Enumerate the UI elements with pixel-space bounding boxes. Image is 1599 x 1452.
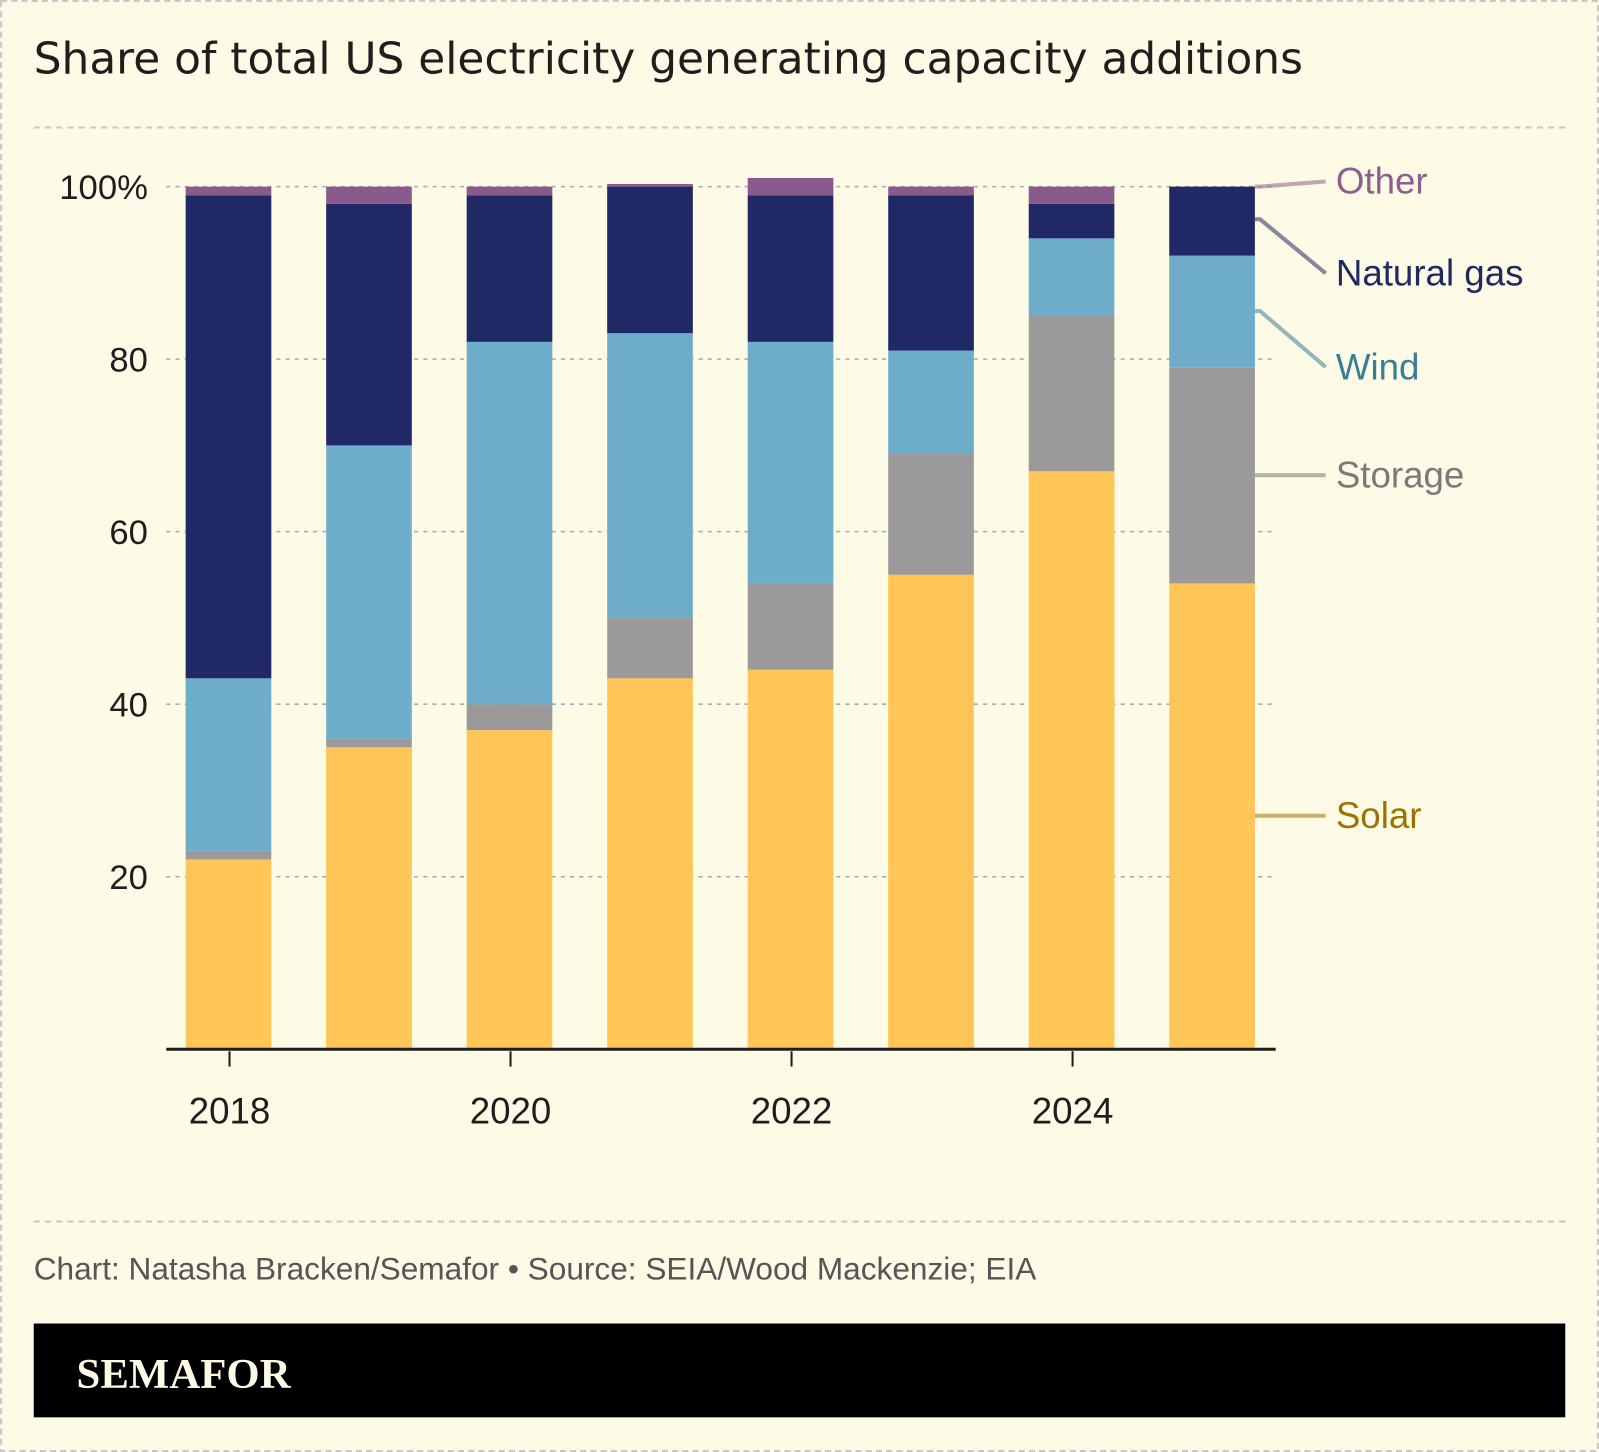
bar-wind-2022 (747, 341, 834, 584)
legend-label-solar: Solar (1336, 795, 1422, 836)
bar-natural-gas-2022 (747, 195, 834, 342)
bar-natural-gas-2018 (185, 195, 272, 679)
legend-connector (1254, 308, 1327, 369)
bar-solar-2022 (747, 669, 834, 1050)
credit-text: Chart: Natasha Bracken/Semafor • Source:… (34, 1251, 1038, 1287)
bar-wind-2024 (1028, 238, 1115, 316)
bar-natural-gas-2024 (1028, 203, 1115, 239)
x-tick-label: 2024 (1032, 1091, 1114, 1132)
bar-storage-2025 (1169, 367, 1255, 584)
bar-solar-2019 (326, 747, 412, 1050)
legend-label-storage: Storage (1336, 454, 1465, 495)
semafor-logo: SEMAFOR (77, 1351, 292, 1398)
bar-natural-gas-2023 (888, 195, 974, 351)
bar-wind-2025 (1169, 255, 1255, 368)
bar-other-2022 (747, 177, 834, 196)
brand-bar (33, 1323, 1566, 1418)
legend-label-natural-gas: Natural gas (1336, 253, 1524, 294)
bar-wind-2021 (607, 333, 693, 618)
y-tick-label: 40 (109, 686, 148, 724)
bar-storage-2018 (185, 850, 272, 860)
bar-other-2024 (1028, 186, 1115, 204)
bar-natural-gas-2025 (1169, 186, 1255, 256)
bar-storage-2023 (888, 454, 974, 575)
legend-label-other: Other (1336, 161, 1428, 202)
bar-wind-2020 (466, 341, 553, 705)
bar-storage-2020 (466, 704, 553, 731)
x-tick-label: 2020 (470, 1091, 552, 1132)
bar-natural-gas-2020 (466, 195, 553, 342)
x-axis: 2018 2020 2022 2024 (189, 1051, 1114, 1132)
y-tick-label: 60 (109, 514, 148, 552)
y-axis: 20 40 60 80 100% (59, 169, 148, 897)
y-tick-label: 20 (109, 859, 148, 897)
chart-title: Share of total US electricity generating… (34, 33, 1303, 84)
bar-other-2023 (888, 186, 974, 196)
bar-solar-2024 (1028, 471, 1115, 1050)
bar-other-2019 (326, 186, 412, 204)
bar-solar-2021 (607, 678, 693, 1050)
y-tick-label: 80 (109, 341, 148, 379)
bar-natural-gas-2021 (607, 186, 693, 334)
bar-natural-gas-2019 (326, 203, 412, 446)
bar-solar-2023 (888, 574, 974, 1050)
bar-solar-2025 (1169, 583, 1255, 1050)
x-tick-label: 2018 (189, 1091, 271, 1132)
y-tick-label: 100% (59, 169, 148, 207)
bar-storage-2021 (607, 617, 693, 679)
bar-solar-2020 (466, 730, 553, 1050)
bar-solar-2018 (185, 859, 272, 1050)
bar-other-2018 (185, 186, 272, 196)
bar-wind-2019 (326, 445, 412, 739)
bar-other-2021 (607, 184, 693, 187)
legend-connector (1254, 179, 1326, 189)
bars (185, 177, 1255, 1050)
bar-other-2020 (466, 186, 553, 196)
legend-connector (1254, 217, 1327, 275)
legend: Solar Storage Wind Natural gas Other (1254, 161, 1524, 836)
bar-wind-2018 (185, 678, 272, 851)
bar-storage-2024 (1028, 315, 1115, 472)
bar-storage-2022 (747, 583, 834, 670)
legend-label-wind: Wind (1336, 346, 1420, 387)
x-tick-label: 2022 (751, 1091, 833, 1132)
bar-wind-2023 (888, 350, 974, 455)
bar-storage-2019 (326, 738, 412, 748)
